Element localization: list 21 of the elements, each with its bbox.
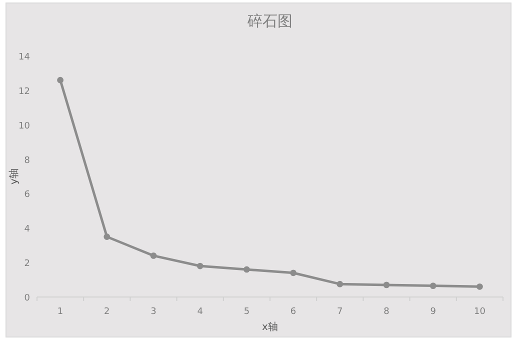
xtick: 10 — [474, 307, 486, 317]
xtick: 7 — [337, 307, 343, 317]
xtick: 2 — [104, 307, 110, 317]
xtick: 1 — [57, 307, 64, 317]
ylabel: y轴 — [9, 168, 20, 184]
ytick: 6 — [24, 190, 30, 200]
xtick: 9 — [430, 307, 436, 317]
xlabel: x轴 — [262, 322, 278, 333]
ytick: 10 — [18, 121, 30, 132]
ytick: 12 — [18, 86, 30, 97]
xtick: 3 — [150, 307, 156, 317]
ytick: 14 — [18, 52, 30, 62]
title: 碎石图 — [248, 12, 292, 30]
xtick: 6 — [290, 307, 296, 317]
ytick: 4 — [24, 224, 30, 235]
ytick: 0 — [24, 294, 30, 304]
ytick: 2 — [24, 259, 30, 270]
xtick: 5 — [244, 307, 250, 317]
xtick: 4 — [197, 307, 203, 317]
xtick: 8 — [384, 307, 390, 317]
ytick: 8 — [24, 156, 30, 166]
